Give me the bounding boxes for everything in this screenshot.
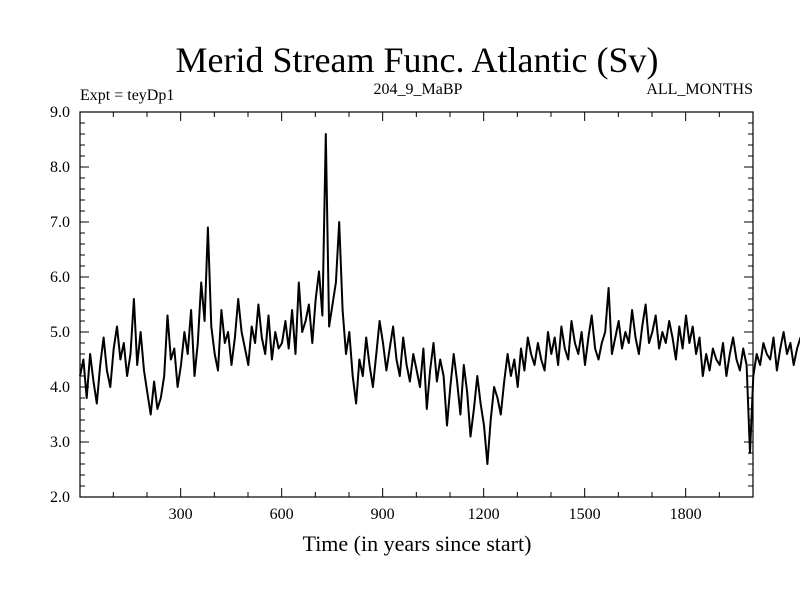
x-tick-label: 1500 bbox=[569, 506, 601, 523]
experiment-label: Expt = teyDp1 bbox=[80, 87, 174, 104]
period-label: 204_9_MaBP bbox=[374, 81, 463, 98]
x-tick-label: 900 bbox=[371, 506, 395, 523]
y-tick-label: 7.0 bbox=[50, 214, 70, 231]
y-tick-label: 2.0 bbox=[50, 489, 70, 506]
y-tick-label: 9.0 bbox=[50, 104, 70, 121]
y-tick-labels: 2.0 3.0 4.0 5.0 6.0 7.0 8.0 9.0 bbox=[50, 104, 70, 506]
x-tick-label: 600 bbox=[270, 506, 294, 523]
plot-frame bbox=[79, 111, 754, 498]
tick-group bbox=[80, 111, 753, 498]
series-line bbox=[79, 133, 800, 465]
x-tick-label: 1800 bbox=[670, 506, 702, 523]
y-tick-label: 3.0 bbox=[50, 434, 70, 451]
x-tick-label: 1200 bbox=[468, 506, 500, 523]
months-label: ALL_MONTHS bbox=[646, 81, 753, 98]
chart-title: Merid Stream Func. Atlantic (Sv) bbox=[176, 40, 659, 80]
y-tick-label: 8.0 bbox=[50, 159, 70, 176]
x-tick-label: 300 bbox=[169, 506, 193, 523]
y-tick-label: 4.0 bbox=[50, 379, 70, 396]
y-tick-label: 6.0 bbox=[50, 269, 70, 286]
x-tick-labels: 300 600 900 1200 1500 1800 bbox=[169, 506, 702, 523]
y-tick-label: 5.0 bbox=[50, 324, 70, 341]
x-axis-label: Time (in years since start) bbox=[303, 531, 532, 556]
